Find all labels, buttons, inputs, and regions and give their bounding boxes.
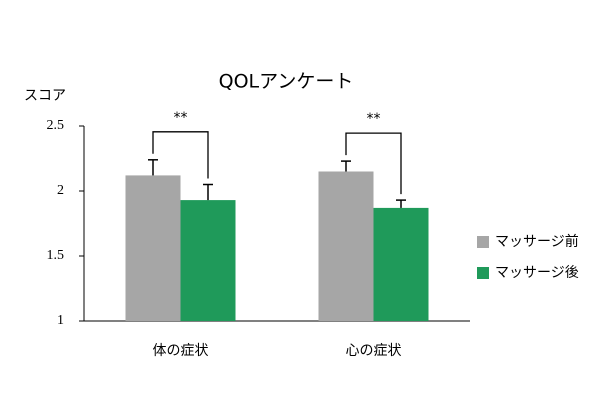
significance-label: ** — [174, 110, 188, 126]
significance-bracket — [152, 131, 209, 179]
y-axis-label: スコア — [24, 88, 66, 104]
bar — [180, 200, 236, 321]
significance-label: ** — [367, 111, 381, 127]
significance-bracket — [345, 132, 402, 195]
bar — [125, 175, 181, 321]
bar — [318, 171, 374, 321]
legend-swatch — [477, 236, 489, 248]
y-tick-label: 2 — [57, 183, 64, 198]
x-tick-label: 体の症状 — [153, 343, 209, 359]
x-tick-label: 心の症状 — [346, 343, 402, 359]
legend-label: マッサージ後 — [495, 265, 579, 281]
y-tick-label: 1.5 — [47, 248, 65, 263]
legend-swatch — [477, 267, 489, 279]
legend-label: マッサージ前 — [495, 233, 579, 250]
y-tick-label: 1 — [57, 313, 64, 328]
bar — [373, 207, 429, 321]
y-tick-label: 2.5 — [47, 118, 65, 133]
chart-title: QOLアンケート — [219, 71, 354, 93]
